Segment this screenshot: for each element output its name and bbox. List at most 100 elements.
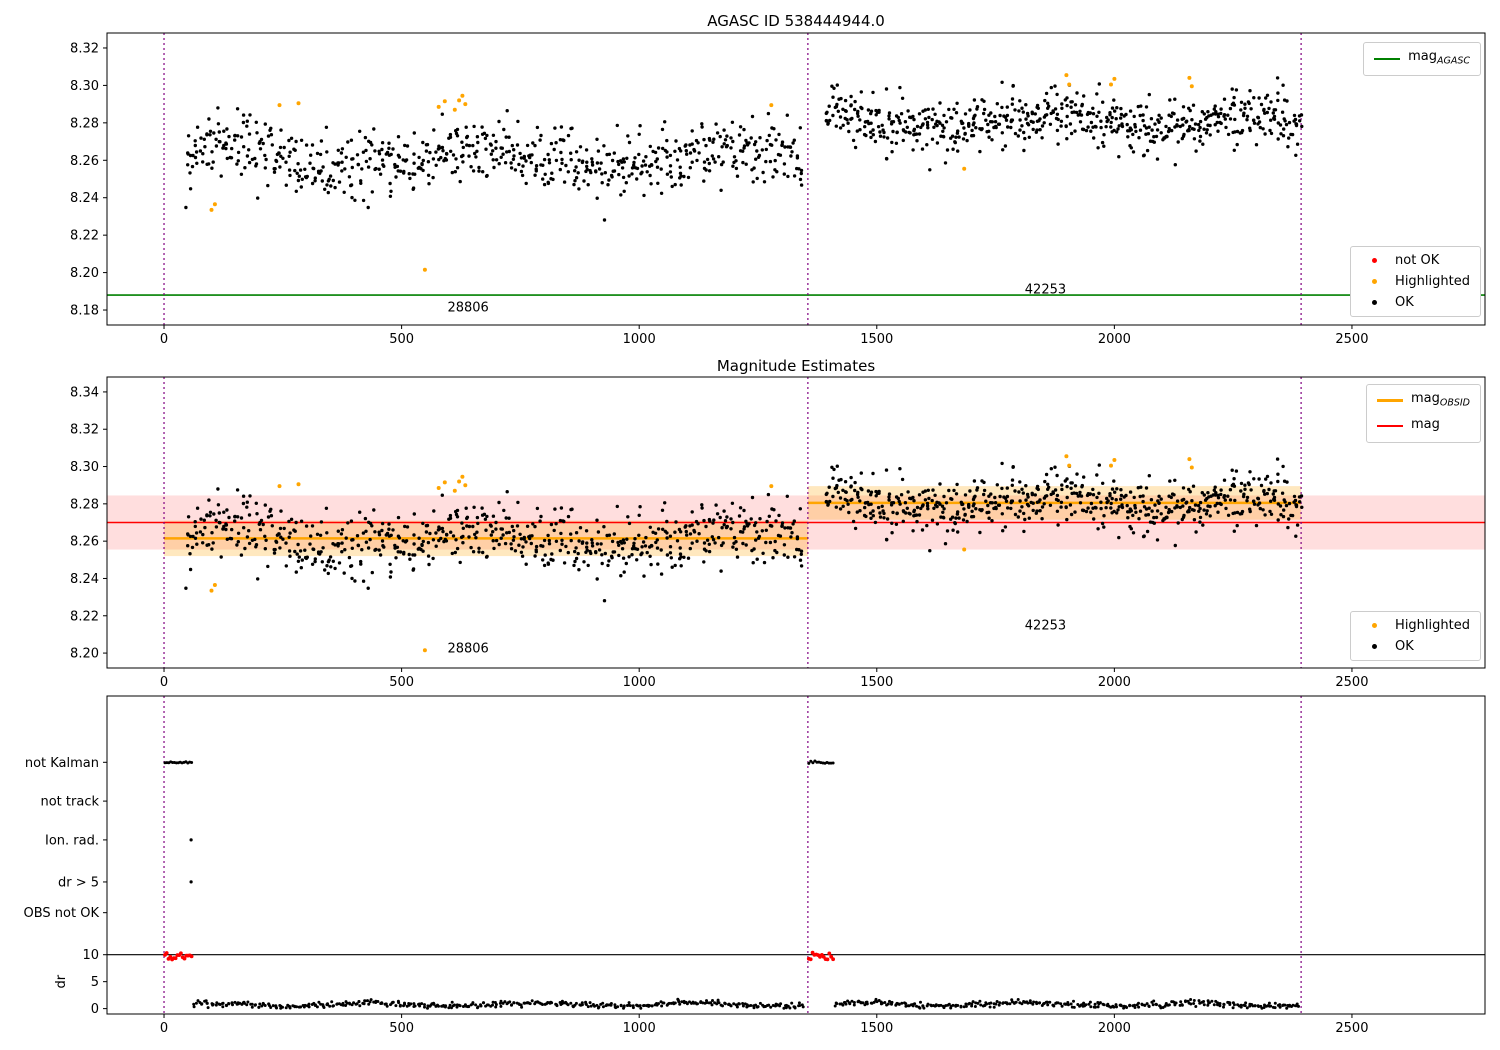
- x-axis-ticks: 0 500 1000 1500 2000 2500: [160, 325, 1368, 347]
- panel-mag-estimates: 0 500 1000 1500 2000 2500 8.20 8.22 8.24 8.26 8.28…: [70, 376, 1486, 690]
- legend-p1-markers: not OK Highlighted OK: [1350, 246, 1481, 317]
- ok-points: [184, 76, 1304, 222]
- single-flag-points: [189, 838, 193, 884]
- mag-agasc-line-swatch: [1374, 57, 1401, 60]
- y-axis-ticks: not Kalman not track Ion. rad. dr > 5 OBS no…: [24, 756, 107, 1017]
- svg-text:500: 500: [389, 332, 414, 347]
- svg-text:8.24: 8.24: [70, 572, 99, 587]
- highlighted-marker-icon: [1371, 279, 1377, 284]
- highlighted-marker-icon: [1371, 623, 1377, 628]
- svg-text:0: 0: [160, 332, 168, 347]
- legend-label-ok: OK: [1395, 295, 1414, 310]
- svg-text:0: 0: [160, 1021, 168, 1036]
- legend-label-main: mag: [1410, 391, 1440, 406]
- svg-text:8.30: 8.30: [70, 79, 99, 94]
- panel-flags: 0 500 1000 1500 2000 2500 not Kalman not track I…: [24, 695, 1486, 1036]
- legend-entry-not-ok: not OK: [1361, 253, 1470, 268]
- svg-text:8.32: 8.32: [70, 41, 99, 56]
- svg-text:8.28: 8.28: [70, 497, 99, 512]
- svg-text:8.20: 8.20: [70, 647, 99, 662]
- svg-text:10: 10: [82, 948, 99, 963]
- obsid-annotation-28806-p1: 28806: [447, 300, 489, 316]
- svg-text:8.28: 8.28: [70, 116, 99, 131]
- legend-label-mag-agasc: magAGASC: [1408, 49, 1470, 69]
- not-ok-marker-wrap: [1361, 258, 1387, 263]
- svg-text:8.22: 8.22: [70, 609, 99, 624]
- ok-marker-icon: [1371, 300, 1377, 305]
- axes-frame: [106, 32, 1486, 326]
- legend-entry-mag-agasc: magAGASC: [1374, 49, 1470, 69]
- ok-points: [184, 457, 1304, 603]
- legend-p2-markers: Highlighted OK: [1350, 611, 1481, 661]
- legend-label-main: mag: [1410, 416, 1440, 432]
- legend-label-mag-obsid: magOBSID: [1411, 391, 1470, 411]
- svg-text:1000: 1000: [623, 675, 656, 690]
- obsid-annotation-42253-p2: 42253: [1024, 618, 1067, 634]
- svg-text:dr > 5: dr > 5: [58, 875, 99, 890]
- svg-text:8.32: 8.32: [70, 423, 99, 438]
- not-ok-dr-points: [163, 950, 835, 962]
- legend-mag-agasc: magAGASC: [1363, 42, 1481, 76]
- not-ok-marker-icon: [1371, 258, 1377, 263]
- svg-text:500: 500: [389, 1021, 414, 1036]
- svg-text:8.24: 8.24: [70, 191, 99, 206]
- legend-label-not-ok: not OK: [1395, 253, 1440, 268]
- legend-entry-mag-obsid: magOBSID: [1376, 391, 1470, 411]
- ok-marker-wrap: [1361, 300, 1387, 305]
- svg-text:not Kalman: not Kalman: [25, 756, 99, 771]
- highlighted-marker-wrap: [1361, 623, 1387, 628]
- obsid-annotation-42253-p1: 42253: [1024, 282, 1067, 298]
- panel-mag-agasc: 0 500 1000 1500 2000 2500 8.18 8.20 8.22 8.24 8.26…: [70, 32, 1486, 347]
- legend-entry-highlighted: Highlighted: [1361, 618, 1470, 633]
- svg-text:2000: 2000: [1098, 332, 1131, 347]
- ok-marker-icon: [1371, 644, 1377, 649]
- legend-label-sub: OBSID: [1439, 397, 1470, 409]
- svg-text:0: 0: [91, 1002, 99, 1017]
- highlighted-points: [209, 73, 1194, 272]
- legend-label-ok: OK: [1395, 639, 1414, 654]
- svg-text:1500: 1500: [860, 332, 893, 347]
- svg-text:8.34: 8.34: [70, 385, 99, 400]
- not-kalman-points: [163, 759, 835, 765]
- svg-text:500: 500: [389, 675, 414, 690]
- svg-text:8.26: 8.26: [70, 535, 99, 550]
- highlighted-marker-wrap: [1361, 279, 1387, 284]
- legend-p2-lines: magOBSID mag: [1365, 384, 1481, 444]
- ok-marker-wrap: [1361, 644, 1387, 649]
- panel1-title: AGASC ID 538444944.0: [707, 12, 885, 30]
- svg-text:1500: 1500: [860, 675, 893, 690]
- svg-text:8.22: 8.22: [70, 229, 99, 244]
- svg-text:2500: 2500: [1335, 332, 1368, 347]
- x-axis-ticks: 0 500 1000 1500 2000 2500: [160, 668, 1368, 690]
- legend-label-highlighted: Highlighted: [1395, 274, 1470, 289]
- svg-text:OBS not OK: OBS not OK: [24, 906, 100, 921]
- legend-label-mag: mag: [1411, 417, 1440, 437]
- panel2-title: Magnitude Estimates: [716, 357, 876, 375]
- svg-text:5: 5: [91, 975, 99, 990]
- svg-text:8.18: 8.18: [70, 304, 99, 319]
- svg-text:1500: 1500: [860, 1021, 893, 1036]
- legend-label-main: mag: [1408, 49, 1437, 64]
- axes-frame: [106, 376, 1486, 669]
- dr-points: [192, 997, 1300, 1010]
- svg-text:not track: not track: [40, 795, 99, 810]
- mag-line-swatch: [1376, 425, 1403, 428]
- y-axis-label: dr: [54, 974, 69, 988]
- legend-entry-highlighted: Highlighted: [1361, 274, 1470, 289]
- y-axis-ticks: 8.18 8.20 8.22 8.24 8.26 8.28 8.30 8.32: [70, 41, 107, 319]
- svg-text:2000: 2000: [1098, 1021, 1131, 1036]
- svg-text:2000: 2000: [1098, 675, 1131, 690]
- legend-label-highlighted: Highlighted: [1395, 618, 1470, 633]
- svg-text:8.30: 8.30: [70, 460, 99, 475]
- highlighted-points: [209, 454, 1194, 653]
- y-axis-ticks: 8.20 8.22 8.24 8.26 8.28 8.30 8.32 8.34: [70, 385, 107, 662]
- svg-text:8.20: 8.20: [70, 266, 99, 281]
- svg-text:8.26: 8.26: [70, 154, 99, 169]
- svg-text:1000: 1000: [623, 1021, 656, 1036]
- svg-text:0: 0: [160, 675, 168, 690]
- legend-entry-ok: OK: [1361, 295, 1470, 310]
- svg-text:1000: 1000: [623, 332, 656, 347]
- legend-entry-ok: OK: [1361, 639, 1470, 654]
